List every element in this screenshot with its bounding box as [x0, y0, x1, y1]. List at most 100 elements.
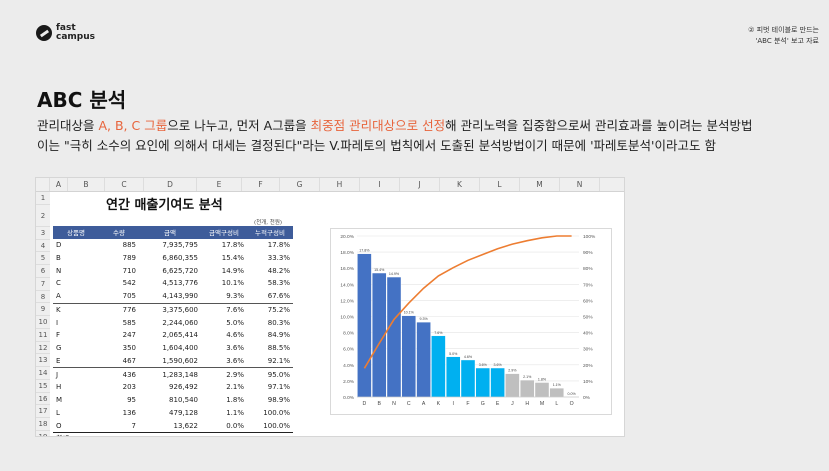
row-header-16[interactable]: 16 — [36, 392, 50, 406]
table-cell[interactable]: 88.5% — [267, 344, 290, 353]
table-cell[interactable]: 48.2% — [267, 266, 290, 275]
row-header-12[interactable]: 12 — [36, 341, 50, 355]
table-cell[interactable]: 1,590,602 — [139, 354, 201, 369]
table-cell[interactable]: E — [53, 354, 99, 369]
table-cell[interactable]: 97.1% — [267, 383, 290, 392]
table-cell[interactable]: 67.6% — [247, 289, 293, 304]
table-cell[interactable]: 350 — [122, 344, 136, 353]
row-header-13[interactable]: 13 — [36, 354, 50, 367]
table-cell[interactable]: 15.4% — [221, 253, 244, 262]
table-cell[interactable]: 885 — [122, 241, 136, 250]
table-cell[interactable]: 44,472,642 — [139, 432, 201, 436]
table-cell[interactable]: 100.0% — [263, 421, 290, 430]
row-header-4[interactable]: 4 — [36, 239, 50, 253]
column-header-d[interactable]: D — [144, 178, 197, 191]
table-cell[interactable]: 136 — [122, 408, 136, 417]
row-header-19[interactable]: 19 — [36, 430, 50, 436]
column-header-a[interactable]: A — [50, 178, 68, 191]
table-cell[interactable]: 4,513,776 — [162, 279, 198, 288]
table-cell[interactable]: 926,492 — [169, 383, 198, 392]
table-cell[interactable]: 4,143,990 — [139, 289, 201, 304]
table-cell[interactable]: 3,375,600 — [162, 305, 198, 314]
table-cell[interactable]: 100.0% — [201, 432, 247, 436]
table-cell[interactable]: A — [53, 289, 99, 304]
table-cell[interactable]: 3.6% — [226, 344, 244, 353]
table-cell[interactable]: 789 — [122, 253, 136, 262]
column-header-m[interactable]: M — [520, 178, 560, 191]
table-cell[interactable]: I — [56, 318, 59, 327]
table-cell[interactable]: 5.0% — [226, 318, 244, 327]
table-cell[interactable]: 84.9% — [267, 331, 290, 340]
table-cell[interactable]: 98.9% — [267, 396, 290, 405]
row-header-9[interactable]: 9 — [36, 303, 50, 316]
table-cell[interactable]: D — [56, 241, 62, 250]
table-cell[interactable]: 247 — [122, 331, 136, 340]
table-cell[interactable]: 100.0% — [263, 408, 290, 417]
table-cell[interactable]: 6,860,355 — [162, 253, 198, 262]
table-cell[interactable]: 75.2% — [267, 305, 290, 314]
table-cell[interactable]: 705 — [99, 289, 139, 304]
table-cell[interactable]: 92.1% — [247, 354, 293, 369]
row-header-10[interactable]: 10 — [36, 316, 50, 329]
table-cell[interactable]: 14.9% — [221, 266, 244, 275]
table-cell[interactable]: F — [56, 331, 61, 340]
table-cell[interactable]: 17.8% — [221, 241, 244, 250]
table-cell[interactable]: G — [56, 344, 62, 353]
table-cell[interactable]: 1.8% — [226, 396, 244, 405]
table-cell[interactable]: O — [56, 421, 62, 430]
row-header-15[interactable]: 15 — [36, 379, 50, 393]
row-header-5[interactable]: 5 — [36, 252, 50, 265]
row-header-6[interactable]: 6 — [36, 265, 50, 278]
column-header-n[interactable]: N — [560, 178, 600, 191]
table-cell[interactable]: N — [56, 266, 62, 275]
table-cell[interactable]: B — [56, 253, 61, 262]
column-header-l[interactable]: L — [480, 178, 520, 191]
table-cell[interactable]: K — [56, 305, 61, 314]
table-cell[interactable]: J — [56, 370, 59, 379]
table-cell[interactable]: 합계 — [53, 432, 99, 436]
table-cell[interactable]: 95 — [127, 396, 136, 405]
table-cell[interactable]: 80.3% — [267, 318, 290, 327]
column-header-i[interactable]: I — [360, 178, 400, 191]
column-header-g[interactable]: G — [280, 178, 320, 191]
table-cell[interactable]: 203 — [122, 383, 136, 392]
table-cell[interactable]: H — [56, 383, 62, 392]
row-header-14[interactable]: 14 — [36, 367, 50, 380]
column-header-j[interactable]: J — [400, 178, 440, 191]
column-header-e[interactable]: E — [197, 178, 242, 191]
table-cell[interactable]: 2,065,414 — [162, 331, 198, 340]
table-cell[interactable]: C — [56, 279, 61, 288]
table-cell[interactable]: 95.0% — [267, 370, 290, 379]
table-cell[interactable]: 58.3% — [267, 279, 290, 288]
table-cell[interactable]: M — [56, 396, 63, 405]
row-header-2[interactable]: 2 — [36, 204, 50, 227]
row-header-3[interactable]: 3 — [36, 226, 50, 240]
table-cell[interactable]: 2.1% — [226, 383, 244, 392]
table-cell[interactable]: 479,128 — [169, 408, 198, 417]
table-cell[interactable] — [247, 432, 293, 436]
table-cell[interactable]: 585 — [122, 318, 136, 327]
table-cell[interactable]: 542 — [122, 279, 136, 288]
table-cell[interactable]: 710 — [122, 266, 136, 275]
row-header-11[interactable]: 11 — [36, 328, 50, 342]
table-cell[interactable]: 4.6% — [226, 331, 244, 340]
row-header-8[interactable]: 8 — [36, 290, 50, 304]
column-header-c[interactable]: C — [105, 178, 144, 191]
table-cell[interactable]: 2.9% — [226, 370, 244, 379]
table-cell[interactable]: 7,935,795 — [162, 241, 198, 250]
row-header-17[interactable]: 17 — [36, 405, 50, 418]
table-cell[interactable]: 1,604,400 — [162, 344, 198, 353]
table-cell[interactable]: 6,933 — [99, 432, 139, 436]
table-cell[interactable]: 776 — [122, 305, 136, 314]
table-cell[interactable]: 7 — [131, 421, 136, 430]
table-cell[interactable]: 6,625,720 — [162, 266, 198, 275]
table-cell[interactable]: 33.3% — [267, 253, 290, 262]
column-header-h[interactable]: H — [320, 178, 360, 191]
table-cell[interactable]: L — [56, 408, 60, 417]
table-cell[interactable]: 1.1% — [226, 408, 244, 417]
column-header-k[interactable]: K — [440, 178, 480, 191]
column-header-f[interactable]: F — [242, 178, 280, 191]
table-cell[interactable]: 3.6% — [201, 354, 247, 369]
table-cell[interactable]: 467 — [99, 354, 139, 369]
column-header-b[interactable]: B — [68, 178, 105, 191]
